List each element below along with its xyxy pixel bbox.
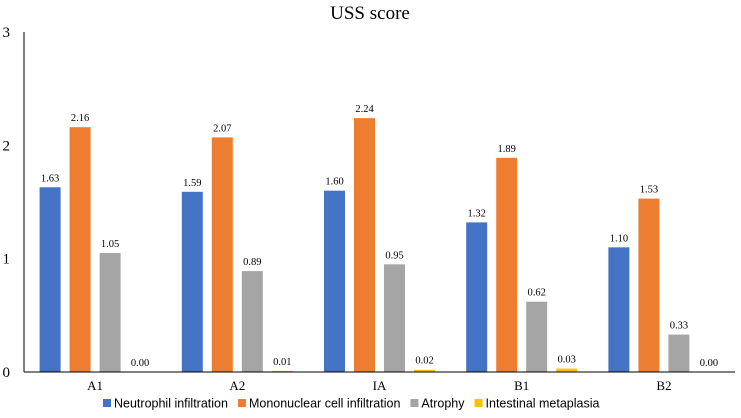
data-label: 2.16 — [71, 113, 89, 124]
y-tick-label: 0 — [3, 365, 11, 381]
data-label: 1.10 — [610, 233, 628, 244]
bar — [556, 368, 578, 372]
legend-label: Intestinal metaplasia — [486, 397, 600, 411]
data-label: 1.60 — [325, 177, 343, 188]
legend-label: Atrophy — [421, 397, 465, 411]
data-label: 1.53 — [640, 185, 658, 196]
bar — [39, 187, 61, 372]
legend-swatch — [103, 399, 111, 407]
y-axis: 0 1 2 3 — [3, 25, 25, 381]
bar — [608, 247, 630, 372]
bar — [384, 264, 405, 372]
bar — [324, 190, 345, 372]
bar — [181, 191, 203, 372]
bar — [211, 137, 233, 372]
legend-swatch — [474, 399, 483, 407]
data-label: 0.02 — [415, 356, 433, 367]
bar — [466, 222, 488, 372]
y-tick-label: 2 — [3, 138, 11, 154]
legend-swatch — [237, 399, 246, 407]
legend-label: Neutrophil infiltration — [114, 397, 228, 411]
data-label: 2.07 — [213, 123, 231, 134]
bar — [496, 157, 518, 372]
bars-layer — [39, 118, 690, 372]
data-label: 0.01 — [273, 357, 291, 368]
data-label: 1.59 — [183, 178, 201, 189]
data-label: 0.00 — [131, 358, 149, 369]
y-tick-label: 1 — [3, 252, 11, 268]
legend: Neutrophil infiltration Mononuclear cell … — [103, 397, 600, 411]
bar — [414, 369, 435, 372]
data-label: 0.89 — [243, 257, 261, 268]
data-label: 0.00 — [700, 358, 718, 369]
bar — [526, 301, 548, 372]
data-label: 0.95 — [385, 250, 403, 261]
legend-label: Mononuclear cell infiltration — [249, 397, 401, 411]
x-tick-label: B1 — [514, 378, 529, 393]
bar — [69, 127, 91, 372]
bar — [241, 271, 263, 372]
data-label: 1.32 — [468, 208, 486, 219]
x-tick-label: A2 — [229, 378, 245, 393]
bar — [99, 253, 121, 372]
data-label: 1.05 — [101, 239, 119, 250]
chart-title: USS score — [330, 3, 410, 24]
bar — [668, 334, 690, 372]
data-label: 1.63 — [41, 173, 59, 184]
data-labels-layer: 1.63 1.59 1.60 1.32 1.10 2.16 2.07 2.24 1.89 1.53… — [41, 104, 718, 369]
data-label: 2.24 — [355, 104, 374, 115]
legend-swatch — [410, 399, 419, 407]
x-tick-label: B2 — [656, 378, 671, 393]
y-tick-label: 3 — [3, 25, 11, 41]
data-label: 0.03 — [558, 355, 576, 366]
data-label: 0.33 — [670, 321, 688, 332]
x-tick-label: IA — [373, 378, 387, 393]
x-axis: A1 A2 IA B1 B2 — [24, 371, 735, 393]
bar — [271, 370, 293, 372]
data-label: 0.62 — [528, 288, 546, 299]
bar — [354, 118, 375, 372]
bar — [638, 198, 660, 372]
x-tick-label: A1 — [87, 378, 103, 393]
data-label: 1.89 — [498, 144, 516, 155]
